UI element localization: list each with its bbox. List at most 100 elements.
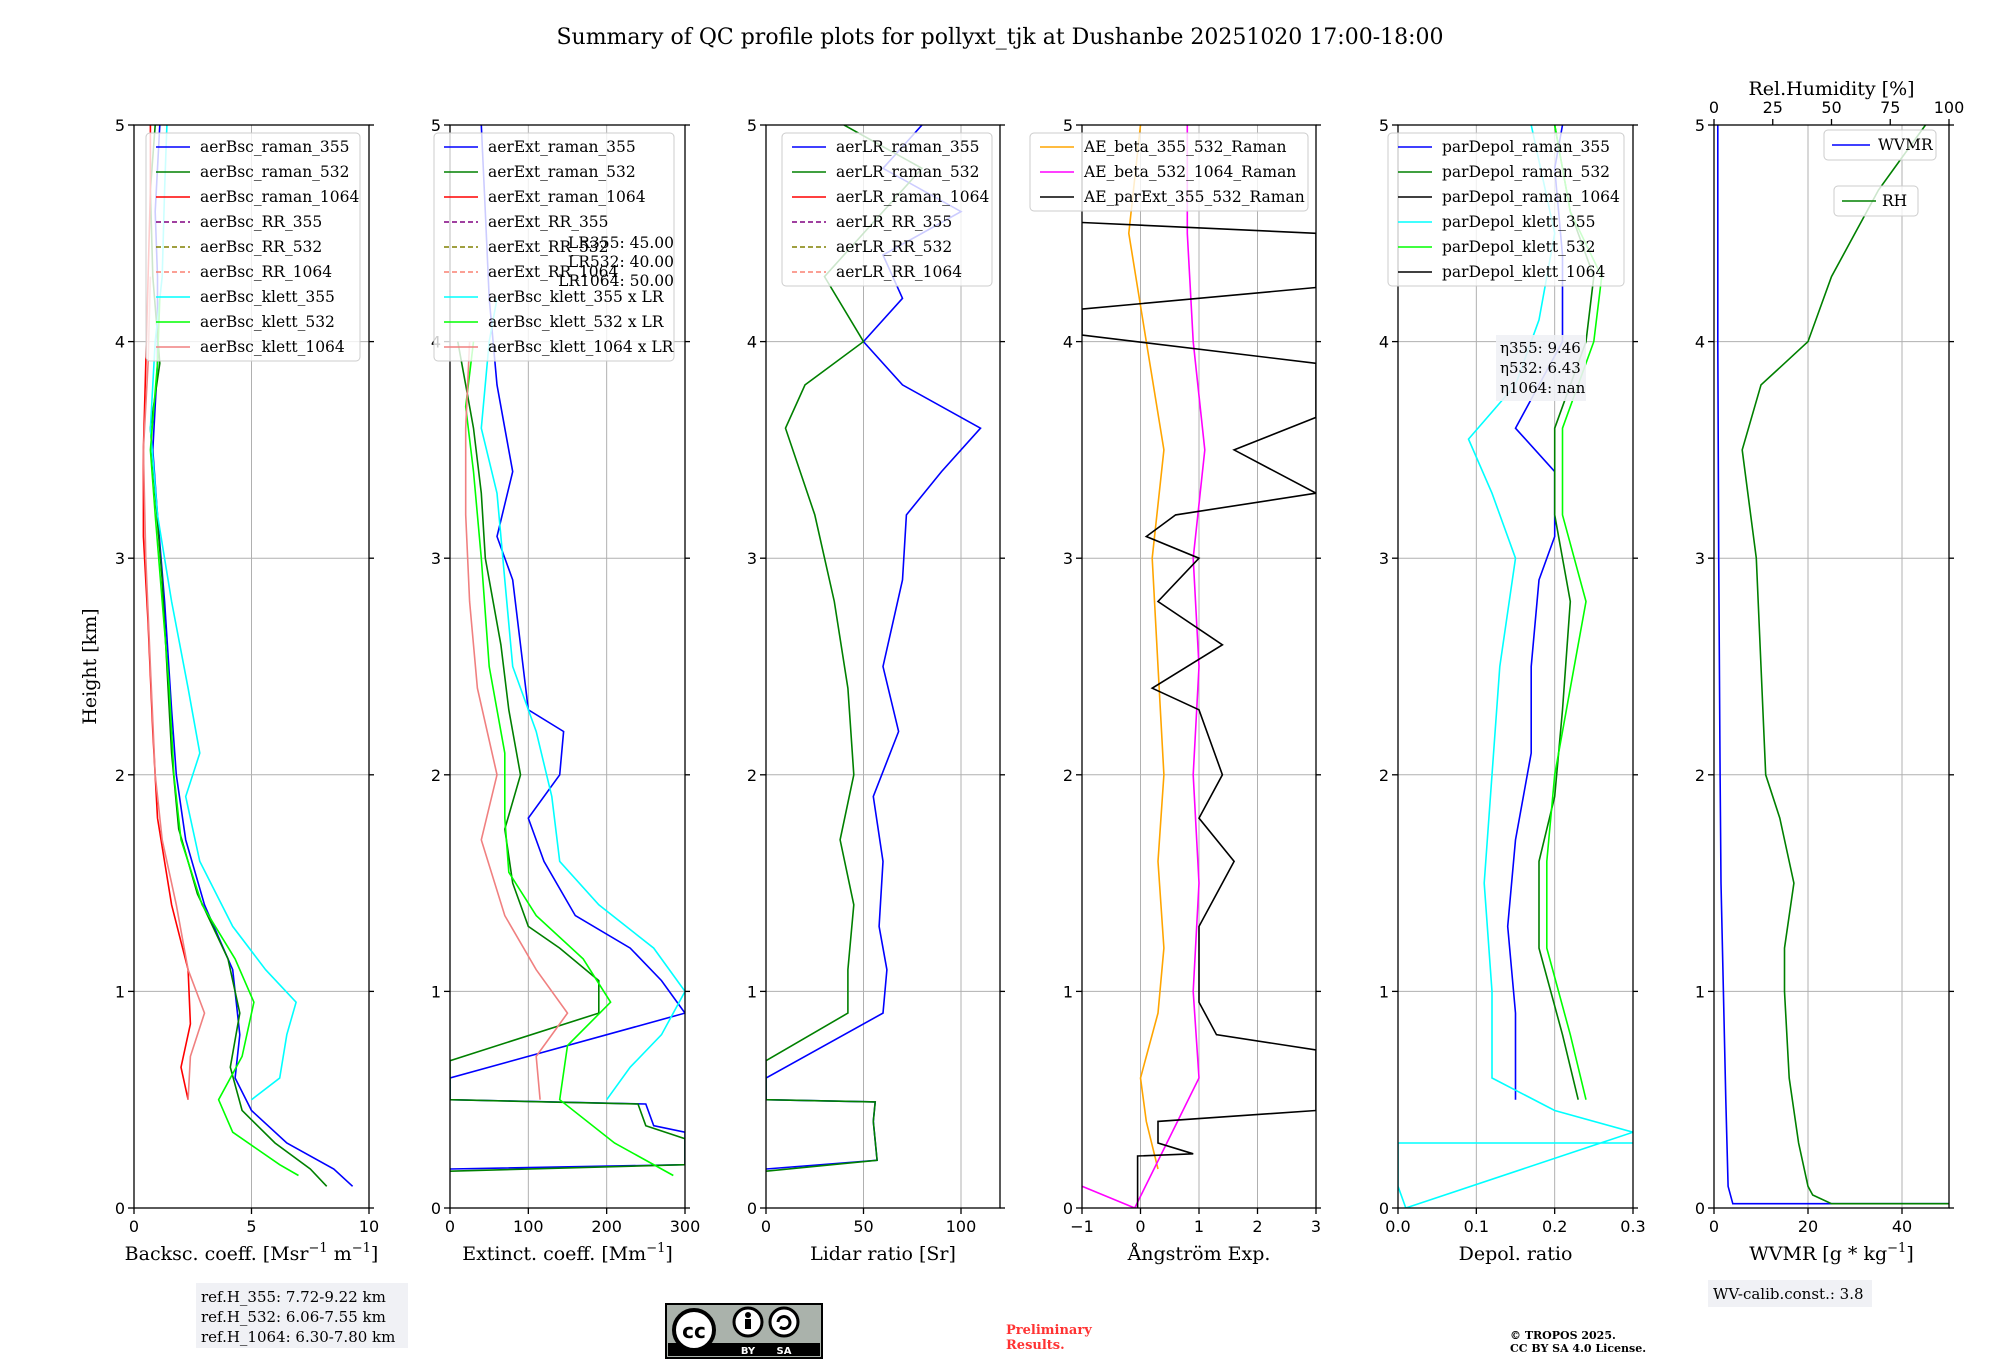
legend-label: aerBsc_klett_1064	[200, 338, 345, 356]
series-aerBsc_klett_532	[149, 298, 299, 1177]
legend-label: aerExt_raman_532	[488, 163, 636, 181]
svg-text:cc: cc	[682, 1319, 706, 1343]
axes-frame	[1397, 124, 1634, 1209]
y-tick-label: 3	[1695, 549, 1705, 568]
x-axis-label: Ångström Exp.	[1127, 1243, 1271, 1265]
legend-label: aerBsc_klett_532	[200, 313, 335, 331]
legend: aerLR_raman_355 aerLR_raman_532 aerLR_rama…	[781, 132, 993, 287]
legend-box	[1387, 132, 1625, 287]
x-tick-label: 50	[853, 1217, 873, 1236]
y-tick-label: 4	[747, 333, 757, 352]
preliminary-line2: Results.	[1006, 1338, 1065, 1353]
legend-label: aerExt_raman_1064	[488, 188, 646, 206]
eta-box	[1496, 335, 1586, 401]
series-group	[450, 125, 685, 1177]
x-tick-label: 200	[591, 1217, 622, 1236]
legend-label: aerBsc_raman_532	[200, 163, 350, 181]
y-tick-label: 0	[747, 1199, 757, 1218]
cc-icon	[672, 1308, 716, 1352]
eta-label: η355: 9.46	[1500, 339, 1581, 357]
panel-2: 0100200300012345Extinct. coeff. [Mm−1]ae…	[431, 116, 700, 1265]
y-tick-label: 2	[1063, 766, 1073, 785]
x2-tick-label: 50	[1821, 98, 1841, 117]
panel-3: 0 50 100 0 1 2 3 4 5 Lidar ratio [Sr] aerLR_raman_…	[747, 116, 1005, 1265]
eta-label: η532: 6.43	[1500, 359, 1581, 377]
y-tick-label: 5	[431, 116, 441, 135]
legend-label: aerBsc_klett_355	[200, 288, 335, 306]
legend-label: aerLR_raman_532	[836, 163, 979, 181]
y-tick-label: 0	[115, 1199, 125, 1218]
legend-label-wvmr: WVMR	[1878, 136, 1934, 154]
y-tick-label: 3	[431, 549, 441, 568]
x-tick-label: 3	[1311, 1217, 1321, 1236]
legend: parDepol_raman_355 parDepol_raman_532 parD…	[1387, 132, 1625, 287]
x2-tick-label: 25	[1763, 98, 1783, 117]
x-tick-label: 20	[1798, 1217, 1818, 1236]
series-AE_beta_532_1064_Raman	[1082, 125, 1206, 1208]
lr-label: LR355: 45.00	[568, 234, 674, 252]
x-tick-label: 1	[1194, 1217, 1204, 1236]
legend-label: aerBsc_raman_355	[200, 138, 350, 156]
y-tick-label: 1	[1379, 982, 1389, 1001]
y-tick-label: 4	[1063, 333, 1073, 352]
y-tick-label: 0	[1695, 1199, 1705, 1218]
cc-sa-label: SA	[777, 1346, 792, 1357]
cc-by-label: BY	[741, 1346, 756, 1357]
legend-label: AE_parExt_355_532_Raman	[1083, 188, 1305, 206]
legend: aerBsc_raman_355 aerBsc_raman_532 aerBsc_r…	[145, 132, 361, 362]
legend-box	[1029, 132, 1309, 212]
legend: aerExt_raman_355 aerExt_raman_532 aerExt_r…	[433, 132, 675, 362]
x-tick-label: 100	[513, 1217, 544, 1236]
legend-label: parDepol_raman_355	[1442, 138, 1610, 156]
legend-label: aerExt_RR_355	[488, 213, 609, 231]
series-aerBsc_klett_1064 x LR	[464, 341, 569, 1100]
y-tick-label: 5	[747, 116, 757, 135]
series-aerExt_raman_355	[450, 125, 685, 1170]
legend-label: aerBsc_RR_532	[200, 238, 322, 256]
legend-label: aerBsc_RR_1064	[200, 263, 332, 281]
x-tick-label: 0.2	[1542, 1217, 1567, 1236]
y-tick-label: 2	[747, 766, 757, 785]
y-axis-label: Height [km]	[79, 608, 101, 724]
x-tick-label: 0.0	[1385, 1217, 1410, 1236]
x2-axis-label: Rel.Humidity [%]	[1748, 78, 1914, 100]
legend-box	[145, 132, 361, 362]
x-axis-label: Extinct. coeff. [Mm−1]	[462, 1241, 673, 1265]
legend-label: aerBsc_klett_355 x LR	[488, 288, 665, 306]
legend-label: aerBsc_raman_1064	[200, 188, 360, 206]
x-tick-label: 0.1	[1464, 1217, 1489, 1236]
figure-title: Summary of QC profile plots for pollyxt_…	[556, 25, 1443, 50]
eta-label: η1064: nan	[1500, 379, 1586, 397]
series-aerLR_raman_532	[766, 125, 924, 1172]
panel-1: 0 5 10 0 1 2 3 4 5 Backsc. coeff. [Msr−1 m−1] Heig…	[79, 116, 379, 1265]
y-tick-label: 0	[1379, 1199, 1389, 1218]
series-AE_beta_355_532_Raman	[1127, 125, 1165, 1170]
y-tick-label: 3	[747, 549, 757, 568]
series-aerBsc_klett_1064	[142, 276, 206, 1100]
legend-label: aerExt_RR_1064	[488, 263, 619, 281]
x-axis-label: WVMR [g * kg−1]	[1749, 1241, 1913, 1265]
ref-height-1064: ref.H_1064: 6.30-7.80 km	[201, 1328, 395, 1346]
y-tick-label: 5	[115, 116, 125, 135]
y-tick-label: 4	[115, 333, 125, 352]
series-RH	[1741, 125, 1949, 1205]
y-tick-label: 2	[1379, 766, 1389, 785]
y-tick-label: 1	[115, 982, 125, 1001]
x-tick-label: 0	[761, 1217, 771, 1236]
axes-frame	[1713, 124, 1950, 1209]
wv-calib-box	[1708, 1280, 1872, 1307]
series-group	[1717, 125, 1949, 1205]
y-tick-label: 1	[747, 982, 757, 1001]
legend-label: aerBsc_RR_355	[200, 213, 322, 231]
y-tick-label: 3	[1379, 549, 1389, 568]
x-tick-label: 40	[1892, 1217, 1912, 1236]
legend-label: aerLR_raman_355	[836, 138, 979, 156]
legend-label: parDepol_klett_355	[1442, 213, 1595, 231]
y-tick-label: 4	[1695, 333, 1705, 352]
copyright-line2: CC BY SA 4.0 License.	[1510, 1342, 1646, 1355]
series-aerBsc_klett_355 x LR	[480, 298, 685, 1101]
legend-label: AE_beta_355_532_Raman	[1083, 138, 1286, 156]
